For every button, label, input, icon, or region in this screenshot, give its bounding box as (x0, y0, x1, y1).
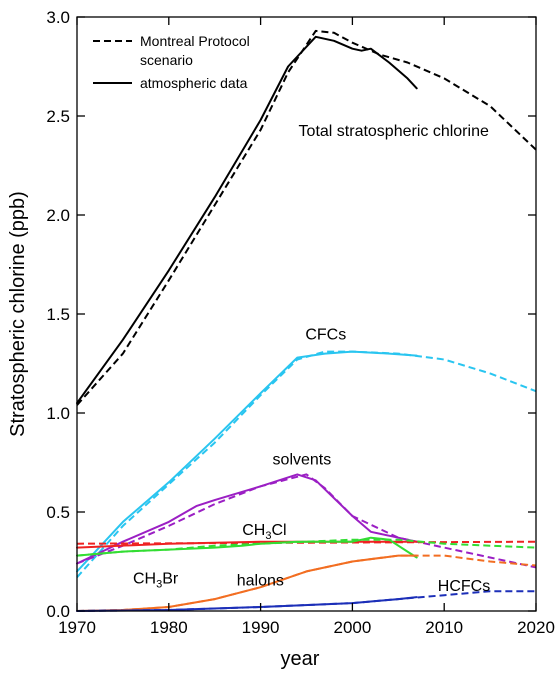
y-axis-title: Stratospheric chlorine (ppb) (7, 191, 29, 437)
annotation-label: solvents (273, 451, 332, 468)
y-tick-label: 2.5 (46, 107, 70, 126)
legend-label: Montreal Protocol (140, 33, 250, 49)
x-tick-label: 2000 (333, 618, 371, 637)
axes-layer: 1970 1980 1990 2000 2010 2020 0.0 0.5 1.0 1.5 2.0 2… (46, 8, 555, 637)
y-tick-label: 3.0 (46, 8, 70, 27)
legend: Montreal Protocol scenario atmospheric dat… (93, 33, 250, 91)
legend-label: scenario (140, 52, 193, 68)
y-tick-label: 0.0 (46, 602, 70, 621)
x-tick-label: 1990 (242, 618, 280, 637)
annotation-label: CH3Cl (242, 522, 286, 542)
series-solvents-data (76, 473, 418, 565)
x-tick-label: 1970 (58, 618, 96, 637)
annotation-label: CH3Br (133, 570, 179, 590)
y-tick-label: 1.5 (46, 305, 70, 324)
y-tick-label: 2.0 (46, 206, 70, 225)
annotations: Total stratospheric chlorine CFCs solvents… (133, 123, 490, 595)
legend-label: atmospheric data (140, 75, 248, 91)
series-ch3br-data (76, 536, 418, 559)
x-axis-title: year (281, 648, 320, 670)
annotation-label: halons (237, 572, 284, 589)
x-tick-label: 1980 (150, 618, 188, 637)
annotation-label: Total stratospheric chlorine (299, 123, 489, 140)
series-total-data (76, 35, 418, 405)
series-hcfcs-data (76, 596, 418, 612)
y-tick-label: 1.0 (46, 404, 70, 423)
x-tick-label: 2010 (425, 618, 463, 637)
x-tick-label: 2020 (517, 618, 555, 637)
y-tick-label: 0.5 (46, 503, 70, 522)
series-cfcs-data (76, 350, 418, 573)
series-total-scenario (76, 29, 537, 406)
annotation-label: HCFCs (438, 578, 490, 595)
annotation-label: CFCs (305, 327, 346, 344)
series-layer (76, 29, 537, 612)
series-halons-data (76, 554, 418, 612)
